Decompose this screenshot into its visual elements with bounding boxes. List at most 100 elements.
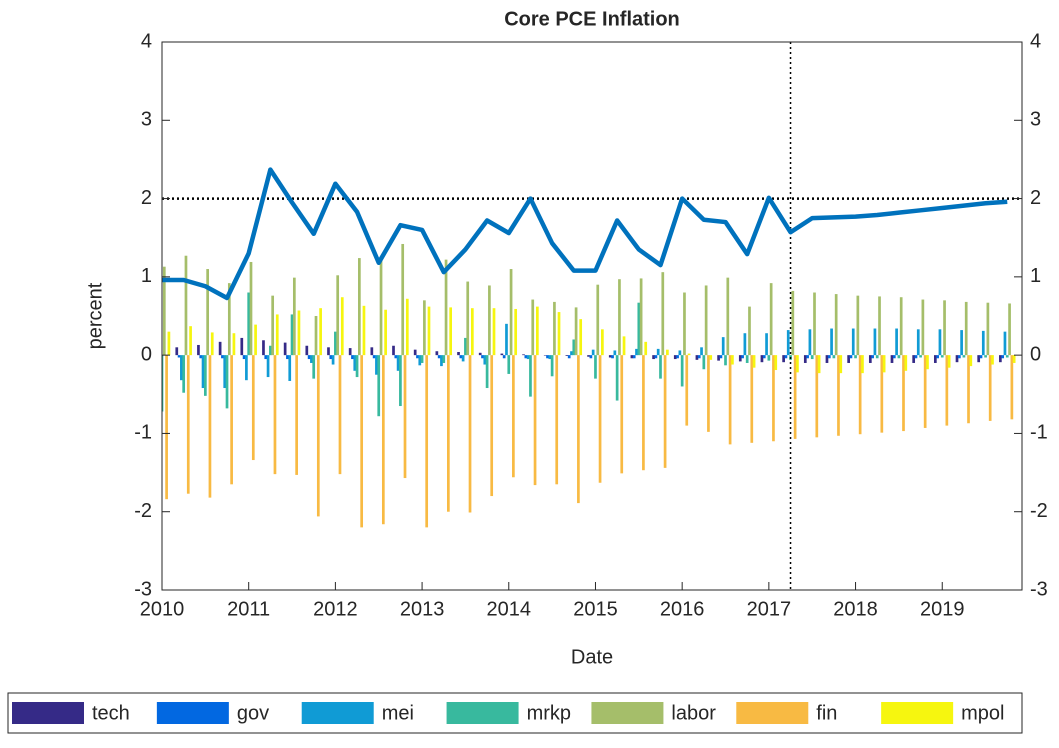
axes-box — [161, 41, 1023, 591]
bar — [762, 355, 766, 359]
bar — [370, 347, 374, 356]
bar — [572, 339, 576, 356]
bar — [381, 355, 385, 525]
legend-swatch — [881, 702, 954, 724]
bar — [858, 355, 862, 435]
bar — [598, 355, 602, 483]
bar — [230, 355, 233, 485]
bar — [199, 355, 203, 359]
bar — [916, 329, 920, 356]
bar — [334, 331, 337, 356]
bar — [642, 355, 645, 471]
bar — [659, 355, 662, 379]
bar — [574, 307, 578, 356]
y2-tick-label: -1 — [1030, 422, 1048, 444]
bar — [656, 348, 660, 356]
bar — [663, 355, 667, 468]
bar — [899, 297, 903, 356]
bar — [919, 355, 922, 358]
bar — [165, 355, 168, 500]
bar — [813, 292, 816, 356]
bar — [182, 355, 186, 393]
bar — [548, 355, 552, 360]
bar — [567, 355, 571, 359]
bar — [964, 301, 968, 356]
bar — [741, 355, 744, 359]
bar — [960, 330, 963, 356]
y-tick-label: -2 — [134, 500, 152, 522]
bar — [760, 355, 764, 363]
bar — [249, 261, 253, 356]
bar — [849, 355, 853, 359]
bar — [1005, 355, 1009, 358]
bar — [608, 355, 612, 358]
bar — [1010, 355, 1014, 420]
bar — [305, 345, 309, 356]
bar — [1012, 355, 1016, 363]
bar — [206, 269, 209, 356]
x-tick-label: 2013 — [400, 598, 445, 620]
bar — [162, 355, 164, 412]
bar — [290, 314, 294, 356]
bar — [791, 290, 795, 356]
bar — [531, 299, 535, 356]
bar — [685, 355, 689, 426]
y-tick-label: -3 — [134, 578, 152, 600]
bar — [933, 355, 937, 363]
bar — [500, 353, 504, 356]
bar — [717, 355, 720, 361]
bar — [815, 355, 819, 438]
bar — [512, 355, 515, 478]
bar — [986, 302, 990, 356]
bar — [470, 308, 474, 356]
bar — [331, 355, 335, 365]
bar — [553, 301, 556, 356]
bar — [338, 355, 342, 475]
bar — [938, 329, 942, 356]
bar — [416, 355, 419, 359]
bar — [245, 355, 248, 381]
bar — [620, 355, 624, 474]
bar — [396, 355, 400, 371]
bar — [702, 355, 706, 370]
bar — [505, 323, 508, 356]
bar — [936, 355, 939, 359]
bar — [676, 355, 679, 359]
bar — [273, 355, 277, 475]
bar — [565, 355, 569, 356]
legend-swatch — [301, 702, 374, 724]
bar — [478, 352, 482, 356]
bar — [704, 285, 708, 356]
bar — [461, 355, 465, 362]
x-tick-label: 2010 — [140, 598, 185, 620]
bar — [579, 319, 583, 356]
bar — [817, 355, 821, 374]
bar — [832, 355, 836, 359]
legend-label: labor — [671, 702, 716, 724]
bar — [1001, 355, 1005, 359]
bar — [340, 297, 344, 356]
bar — [197, 344, 200, 356]
bar — [871, 355, 874, 359]
bar — [639, 278, 643, 356]
bar — [449, 307, 453, 356]
bar — [661, 272, 665, 356]
bar — [719, 355, 723, 359]
bar — [868, 355, 872, 363]
bar — [577, 355, 580, 504]
bar — [524, 355, 528, 359]
legend-label: gov — [237, 702, 269, 724]
bar — [319, 308, 322, 356]
bar — [632, 355, 636, 359]
bar — [977, 355, 981, 363]
bar — [673, 355, 677, 360]
bar — [447, 355, 450, 512]
bar — [327, 347, 330, 356]
bar — [587, 355, 590, 357]
bar — [786, 330, 790, 356]
bar — [485, 355, 489, 389]
bar — [314, 316, 318, 356]
bar — [210, 332, 214, 356]
x-tick-label: 2016 — [660, 598, 705, 620]
bar — [882, 355, 886, 373]
